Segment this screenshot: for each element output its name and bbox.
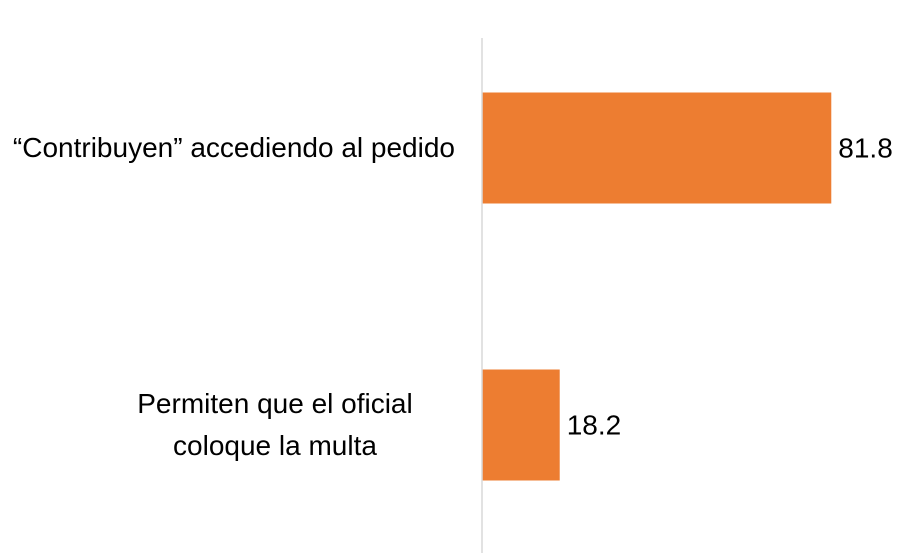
category-label: Permiten que el oficial coloque la multa xyxy=(137,388,413,461)
bar xyxy=(482,92,832,204)
category-label: “Contribuyen” accediendo al pedido xyxy=(12,132,455,163)
bar xyxy=(482,369,560,481)
value-label: 18.2 xyxy=(567,409,622,440)
value-label: 81.8 xyxy=(838,132,893,163)
